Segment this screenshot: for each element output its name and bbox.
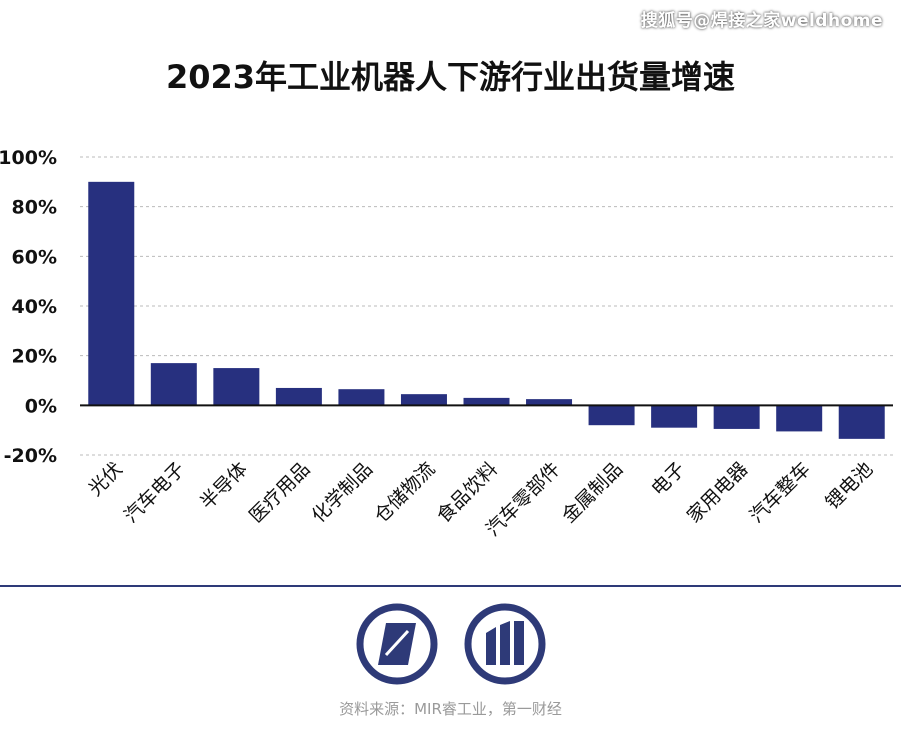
x-tick-label: 半导体: [196, 458, 252, 514]
source-note: 资料来源：MIR睿工业，第一财经: [339, 700, 562, 718]
y-tick-label: -20%: [4, 445, 57, 467]
chart-title: 2023年工业机器人下游行业出货量增速: [165, 58, 736, 96]
x-tick-label: 汽车整车: [745, 458, 814, 527]
grid-lines: [80, 156, 893, 456]
x-tick-label: 锂电池: [821, 458, 877, 514]
x-tick-label: 化学制品: [308, 458, 377, 527]
x-tick-label: 汽车电子: [120, 458, 189, 527]
bar: [88, 181, 135, 406]
x-tick-label: 仓储物流: [370, 458, 439, 527]
parallelogram-logo-icon: [356, 603, 438, 685]
y-tick-label: 40%: [12, 296, 57, 318]
x-tick-label: 医疗用品: [245, 458, 314, 527]
y-tick-label: 60%: [12, 246, 57, 268]
bars: [88, 181, 885, 439]
x-tick-label: 家用电器: [683, 458, 752, 527]
bar: [651, 405, 698, 428]
footer-divider: [0, 585, 901, 587]
bar: [150, 363, 197, 406]
bar: [338, 389, 385, 406]
x-tick-label: 光伏: [84, 458, 126, 500]
bar: [213, 368, 260, 406]
bar: [713, 405, 760, 429]
x-tick-label: 电子: [647, 458, 689, 500]
y-axis-tick-labels: 100% 80% 60% 40% 20% 0% -20%: [0, 147, 57, 467]
bar: [526, 399, 573, 406]
y-tick-label: 20%: [12, 346, 57, 368]
y-tick-label: 80%: [12, 197, 57, 219]
bar: [463, 397, 510, 406]
bar: [400, 394, 447, 406]
y-tick-label: 0%: [25, 395, 57, 417]
x-tick-label: 金属制品: [558, 458, 627, 527]
bars-logo-icon: [464, 603, 546, 685]
bar: [275, 387, 322, 406]
bar: [838, 405, 885, 439]
bar: [776, 405, 823, 432]
watermark: 搜狐号@焊接之家weldhome: [640, 11, 883, 31]
y-tick-label: 100%: [0, 147, 57, 169]
bar: [588, 405, 635, 426]
